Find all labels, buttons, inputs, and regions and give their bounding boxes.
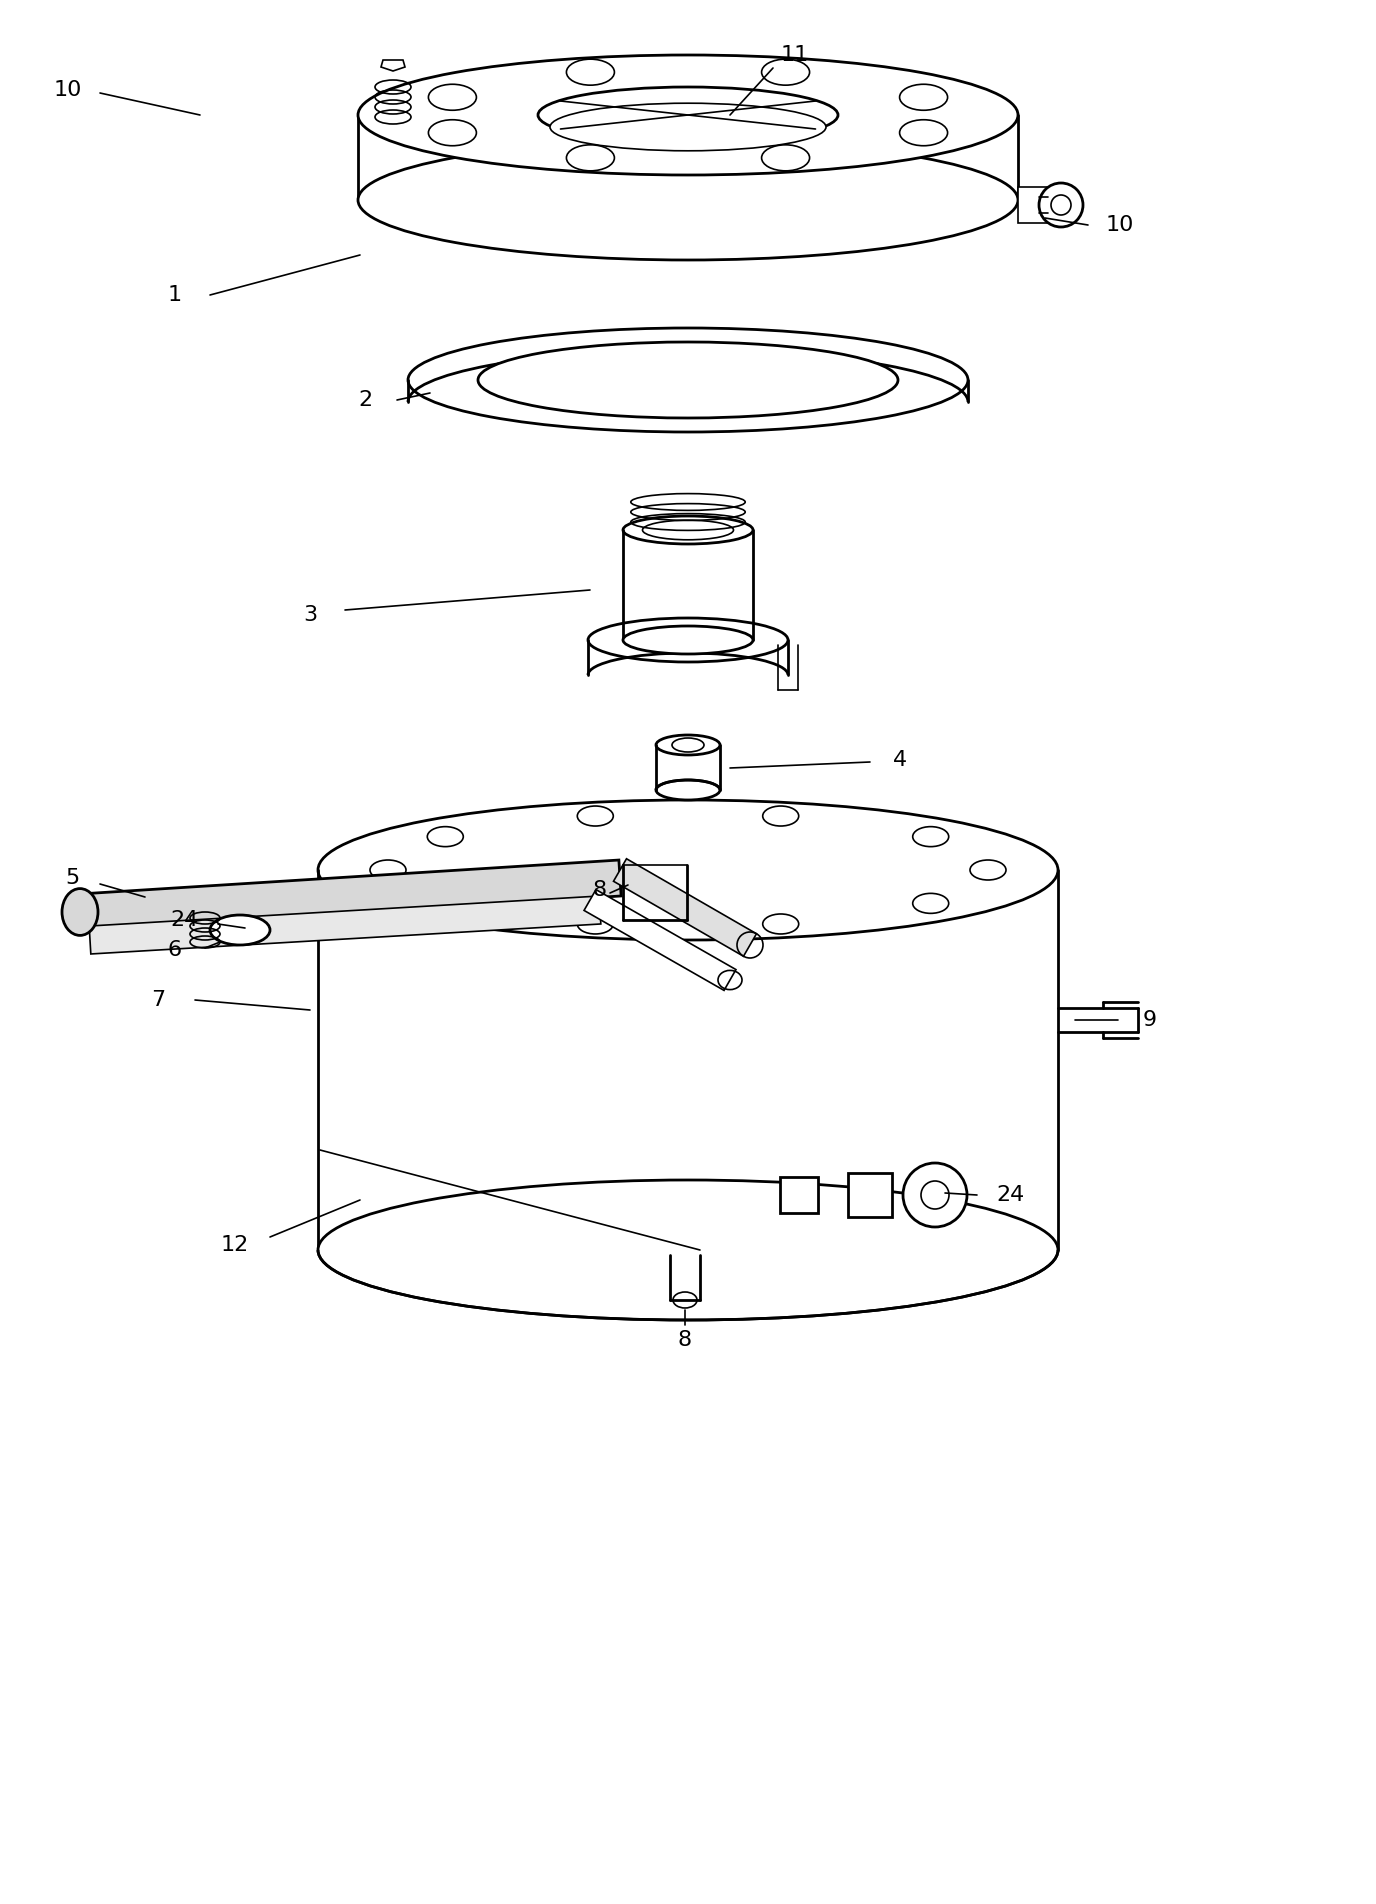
- Text: 4: 4: [893, 750, 907, 769]
- Text: 5: 5: [65, 868, 80, 887]
- Polygon shape: [381, 61, 405, 70]
- Text: 6: 6: [168, 941, 182, 960]
- Ellipse shape: [370, 861, 406, 880]
- Text: 10: 10: [1106, 215, 1134, 234]
- Ellipse shape: [409, 327, 967, 432]
- Text: 8: 8: [678, 1331, 692, 1350]
- Ellipse shape: [762, 805, 798, 826]
- Polygon shape: [78, 861, 621, 929]
- Ellipse shape: [623, 626, 753, 653]
- Ellipse shape: [428, 120, 476, 147]
- Bar: [780, 1177, 817, 1213]
- Ellipse shape: [970, 861, 1006, 880]
- Text: 3: 3: [303, 605, 316, 625]
- Ellipse shape: [567, 59, 615, 86]
- Ellipse shape: [428, 84, 476, 110]
- Ellipse shape: [567, 145, 615, 171]
- Ellipse shape: [578, 914, 614, 935]
- Ellipse shape: [477, 343, 899, 419]
- Polygon shape: [583, 889, 736, 990]
- Ellipse shape: [656, 781, 720, 800]
- Ellipse shape: [762, 914, 798, 935]
- Ellipse shape: [358, 55, 1018, 175]
- Ellipse shape: [761, 145, 809, 171]
- Ellipse shape: [358, 141, 1018, 261]
- Text: 10: 10: [54, 80, 83, 101]
- Ellipse shape: [900, 120, 948, 147]
- Ellipse shape: [578, 805, 614, 826]
- Ellipse shape: [912, 826, 948, 847]
- Text: 1: 1: [168, 286, 182, 305]
- Ellipse shape: [428, 826, 464, 847]
- Ellipse shape: [428, 893, 464, 914]
- Polygon shape: [614, 859, 757, 956]
- Ellipse shape: [761, 59, 809, 86]
- Ellipse shape: [550, 103, 826, 150]
- Text: 24: 24: [171, 910, 200, 929]
- Ellipse shape: [588, 619, 788, 663]
- Text: 11: 11: [780, 46, 809, 65]
- Ellipse shape: [318, 800, 1058, 941]
- Ellipse shape: [62, 889, 98, 935]
- Text: 2: 2: [358, 390, 372, 409]
- Ellipse shape: [538, 88, 838, 143]
- Ellipse shape: [318, 1180, 1058, 1319]
- Ellipse shape: [1039, 183, 1083, 227]
- Ellipse shape: [912, 893, 948, 914]
- Bar: [848, 1173, 892, 1217]
- Text: 7: 7: [151, 990, 165, 1009]
- Polygon shape: [89, 897, 601, 954]
- Ellipse shape: [656, 735, 720, 756]
- Text: 24: 24: [996, 1184, 1024, 1205]
- Text: 12: 12: [222, 1236, 249, 1255]
- Bar: [1018, 187, 1049, 223]
- Ellipse shape: [900, 84, 948, 110]
- Text: 8: 8: [593, 880, 607, 901]
- Ellipse shape: [903, 1163, 967, 1226]
- Ellipse shape: [623, 516, 753, 545]
- Text: 9: 9: [1143, 1009, 1157, 1030]
- Ellipse shape: [211, 916, 270, 944]
